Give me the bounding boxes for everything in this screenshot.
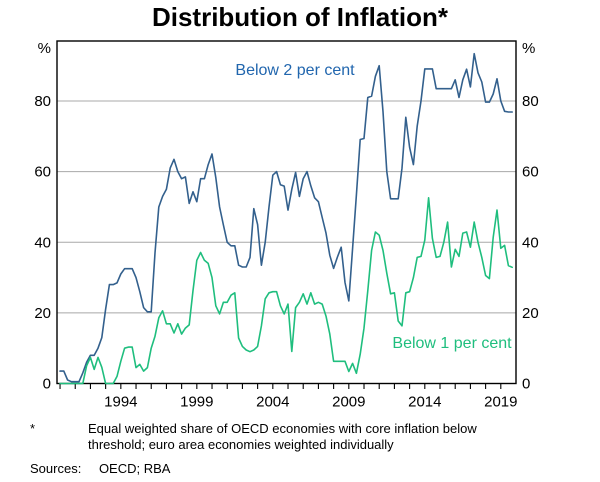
svg-text:40: 40: [34, 234, 51, 251]
series-label-below-2-per-cent: Below 2 per cent: [235, 62, 355, 79]
series-line-below-2-per-cent: [59, 52, 514, 383]
svg-text:20: 20: [34, 305, 51, 322]
y-unit-left: %: [38, 40, 51, 57]
svg-text:20: 20: [522, 305, 539, 322]
sources-label: Sources:: [30, 461, 82, 476]
sources-value: OECD; RBA: [98, 461, 171, 476]
series-label-below-1-per-cent: Below 1 per cent: [392, 335, 512, 352]
svg-text:60: 60: [522, 164, 539, 181]
footnote-line-2: threshold; euro area economies weighted …: [88, 437, 394, 452]
y-axis-labels: 0 0 20 20 40 40 60 60 80 80: [34, 93, 538, 392]
svg-text:2009: 2009: [332, 394, 365, 411]
svg-text:40: 40: [522, 234, 539, 251]
x-axis: 1994 1999 2004 2009 2014 2019: [59, 383, 517, 411]
svg-text:0: 0: [522, 376, 530, 393]
series-line-below-1-per-cent: [59, 197, 514, 385]
plot-border: [56, 40, 517, 385]
sources-line: Sources: OECD; RBA: [30, 461, 170, 477]
svg-text:60: 60: [34, 164, 51, 181]
svg-text:1994: 1994: [104, 394, 137, 411]
chart-title: Distribution of Inflation*: [151, 2, 449, 32]
footnote-asterisk: *: [30, 421, 36, 436]
svg-text:2019: 2019: [484, 394, 517, 411]
svg-text:2004: 2004: [256, 394, 289, 411]
svg-text:1999: 1999: [180, 394, 213, 411]
svg-text:2014: 2014: [408, 394, 441, 411]
footnote-text: Equal weighted share of OECD economies w…: [88, 421, 568, 453]
svg-text:80: 80: [34, 93, 51, 110]
footnote-line-1: Equal weighted share of OECD economies w…: [88, 421, 477, 436]
svg-text:80: 80: [522, 93, 539, 110]
y-unit-right: %: [522, 40, 535, 57]
gridlines: [57, 100, 516, 314]
svg-text:0: 0: [43, 376, 51, 393]
